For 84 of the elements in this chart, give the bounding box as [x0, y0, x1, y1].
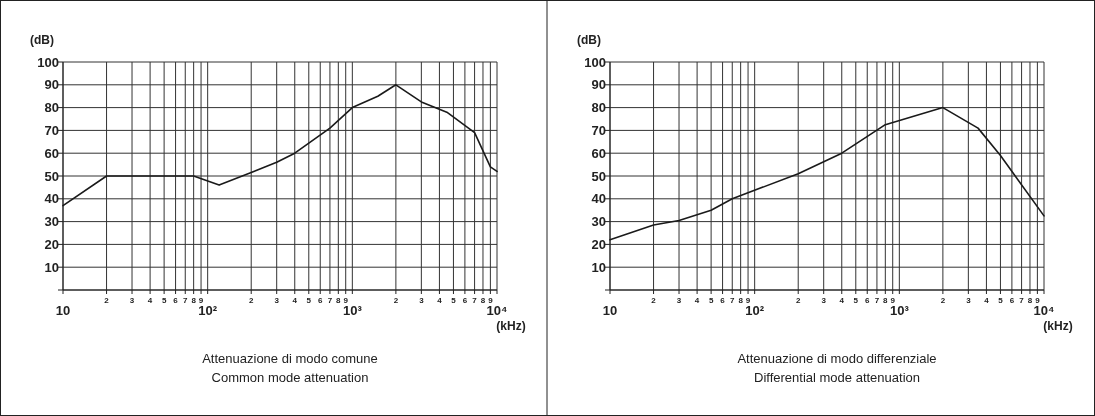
y-tick-label: 80	[44, 100, 59, 116]
y-tick-label: 20	[44, 236, 59, 252]
text: 6	[173, 296, 179, 305]
text: 2	[651, 296, 657, 305]
text: 8	[883, 296, 889, 305]
text: 6	[462, 296, 468, 305]
text: 9	[890, 296, 896, 305]
y-tick-label: 80	[591, 100, 606, 116]
text: 4	[694, 296, 700, 305]
text: 8	[480, 296, 486, 305]
text: 8	[336, 296, 342, 305]
text: 9	[1035, 296, 1041, 305]
text: 7	[730, 296, 736, 305]
text: 4	[292, 296, 298, 305]
text: 8	[1027, 296, 1033, 305]
text: 7	[327, 296, 333, 305]
text: 2	[393, 296, 399, 305]
text: 5	[306, 296, 312, 305]
text: 3	[274, 296, 280, 305]
y-tick-label: 40	[591, 191, 606, 207]
text: 6	[318, 296, 324, 305]
x-tick-label: 10³	[889, 303, 910, 318]
text: 7	[874, 296, 880, 305]
y-tick-label: 10	[591, 259, 606, 275]
y-tick-label: 100	[37, 54, 59, 70]
text: 5	[451, 296, 457, 305]
y-tick-label: 10	[44, 259, 59, 275]
y-tick-label: 50	[44, 168, 59, 184]
text: 6	[720, 296, 726, 305]
text: 5	[161, 296, 167, 305]
y-tick-label: 40	[44, 191, 59, 207]
text: 4	[147, 296, 153, 305]
text: 2	[795, 296, 801, 305]
y-tick-label: 60	[591, 145, 606, 161]
text: 9	[343, 296, 349, 305]
text: 2	[104, 296, 110, 305]
text: 2	[248, 296, 254, 305]
x-tick-label: 10²	[198, 303, 218, 318]
text: 9	[488, 296, 494, 305]
text: 8	[738, 296, 744, 305]
x-tick-label: 10⁴	[486, 303, 508, 318]
x-tick-label: 10³	[342, 303, 363, 318]
text: 3	[821, 296, 827, 305]
text: 5	[708, 296, 714, 305]
y-tick-label: 30	[44, 214, 59, 230]
x-tick-label: 10²	[745, 303, 765, 318]
x-tick-label: 10⁴	[1033, 303, 1055, 318]
x-axis-title: (kHz)	[1043, 319, 1073, 333]
y-tick-label: 70	[44, 122, 59, 138]
text: Attenuazione di modo comune	[202, 351, 378, 366]
y-tick-label: 90	[591, 77, 606, 93]
y-axis-title: (dB)	[577, 33, 601, 47]
text: Attenuazione di modo differenziale	[737, 351, 937, 366]
text: 3	[966, 296, 972, 305]
y-tick-label: 30	[591, 214, 606, 230]
y-tick-label: 20	[591, 236, 606, 252]
y-axis-title: (dB)	[30, 33, 54, 47]
text: 7	[472, 296, 478, 305]
y-tick-label: 100	[584, 54, 606, 70]
y-tick-label: 60	[44, 145, 59, 161]
y-tick-label: 70	[591, 122, 606, 138]
text: 4	[437, 296, 443, 305]
text: 9	[198, 296, 204, 305]
y-tick-label: 90	[44, 77, 59, 93]
text: 7	[1019, 296, 1025, 305]
x-tick-label: 10	[55, 303, 71, 318]
text: 6	[1009, 296, 1015, 305]
text: 5	[998, 296, 1004, 305]
x-tick-label: 10	[602, 303, 618, 318]
text: Differential mode attenuation	[754, 370, 920, 385]
text: 2	[940, 296, 946, 305]
text: 5	[853, 296, 859, 305]
text: 8	[191, 296, 197, 305]
text: 3	[419, 296, 425, 305]
x-axis-title: (kHz)	[496, 319, 526, 333]
text: 4	[984, 296, 990, 305]
text: 6	[865, 296, 871, 305]
text: 3	[676, 296, 682, 305]
text: Common mode attenuation	[211, 370, 369, 385]
text: 3	[129, 296, 135, 305]
text: 4	[839, 296, 845, 305]
text: 7	[183, 296, 189, 305]
y-tick-label: 50	[591, 168, 606, 184]
text: 9	[745, 296, 751, 305]
